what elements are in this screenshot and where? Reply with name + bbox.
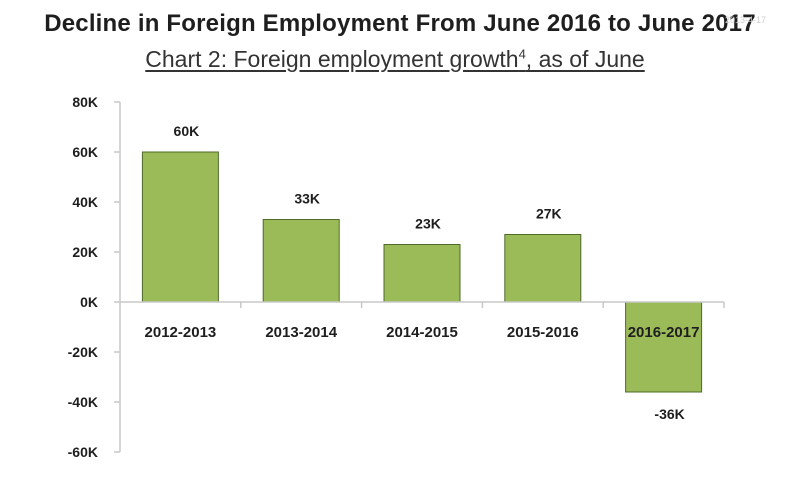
watermark-text: 2013-4-17 xyxy=(724,15,766,25)
data-label: 33K xyxy=(294,191,320,207)
y-tick-label: 20K xyxy=(72,244,98,260)
bar xyxy=(262,219,340,303)
y-tick-label: 0K xyxy=(80,294,98,310)
subtitle-text: Chart 2: Foreign employment growth xyxy=(145,46,519,72)
y-tick-label: -40K xyxy=(68,394,98,410)
subtitle-footnote-marker: 4 xyxy=(518,46,526,62)
bar xyxy=(625,301,703,393)
bar xyxy=(504,234,582,303)
category-label: 2014-2015 xyxy=(386,324,458,341)
category-label: 2015-2016 xyxy=(507,324,579,341)
data-label: 60K xyxy=(174,123,200,139)
category-label: 2013-2014 xyxy=(265,324,337,341)
bar xyxy=(141,151,219,303)
y-tick-label: 80K xyxy=(72,94,98,110)
y-tick-label: -60K xyxy=(68,444,98,460)
y-tick-label: 40K xyxy=(72,194,98,210)
bar xyxy=(383,244,461,303)
data-label: 23K xyxy=(415,216,441,232)
y-tick-label: 60K xyxy=(72,144,98,160)
data-label: 27K xyxy=(536,206,562,222)
data-label: -36K xyxy=(654,406,684,422)
y-tick-label: -20K xyxy=(68,344,98,360)
category-label: 2012-2013 xyxy=(145,324,217,341)
category-label: 2016-2017 xyxy=(628,324,700,341)
chart-subtitle: Chart 2: Foreign employment growth4, as … xyxy=(0,46,790,73)
chart-title: Decline in Foreign Employment From June … xyxy=(44,10,756,37)
subtitle-tail: , as of June xyxy=(525,46,645,72)
